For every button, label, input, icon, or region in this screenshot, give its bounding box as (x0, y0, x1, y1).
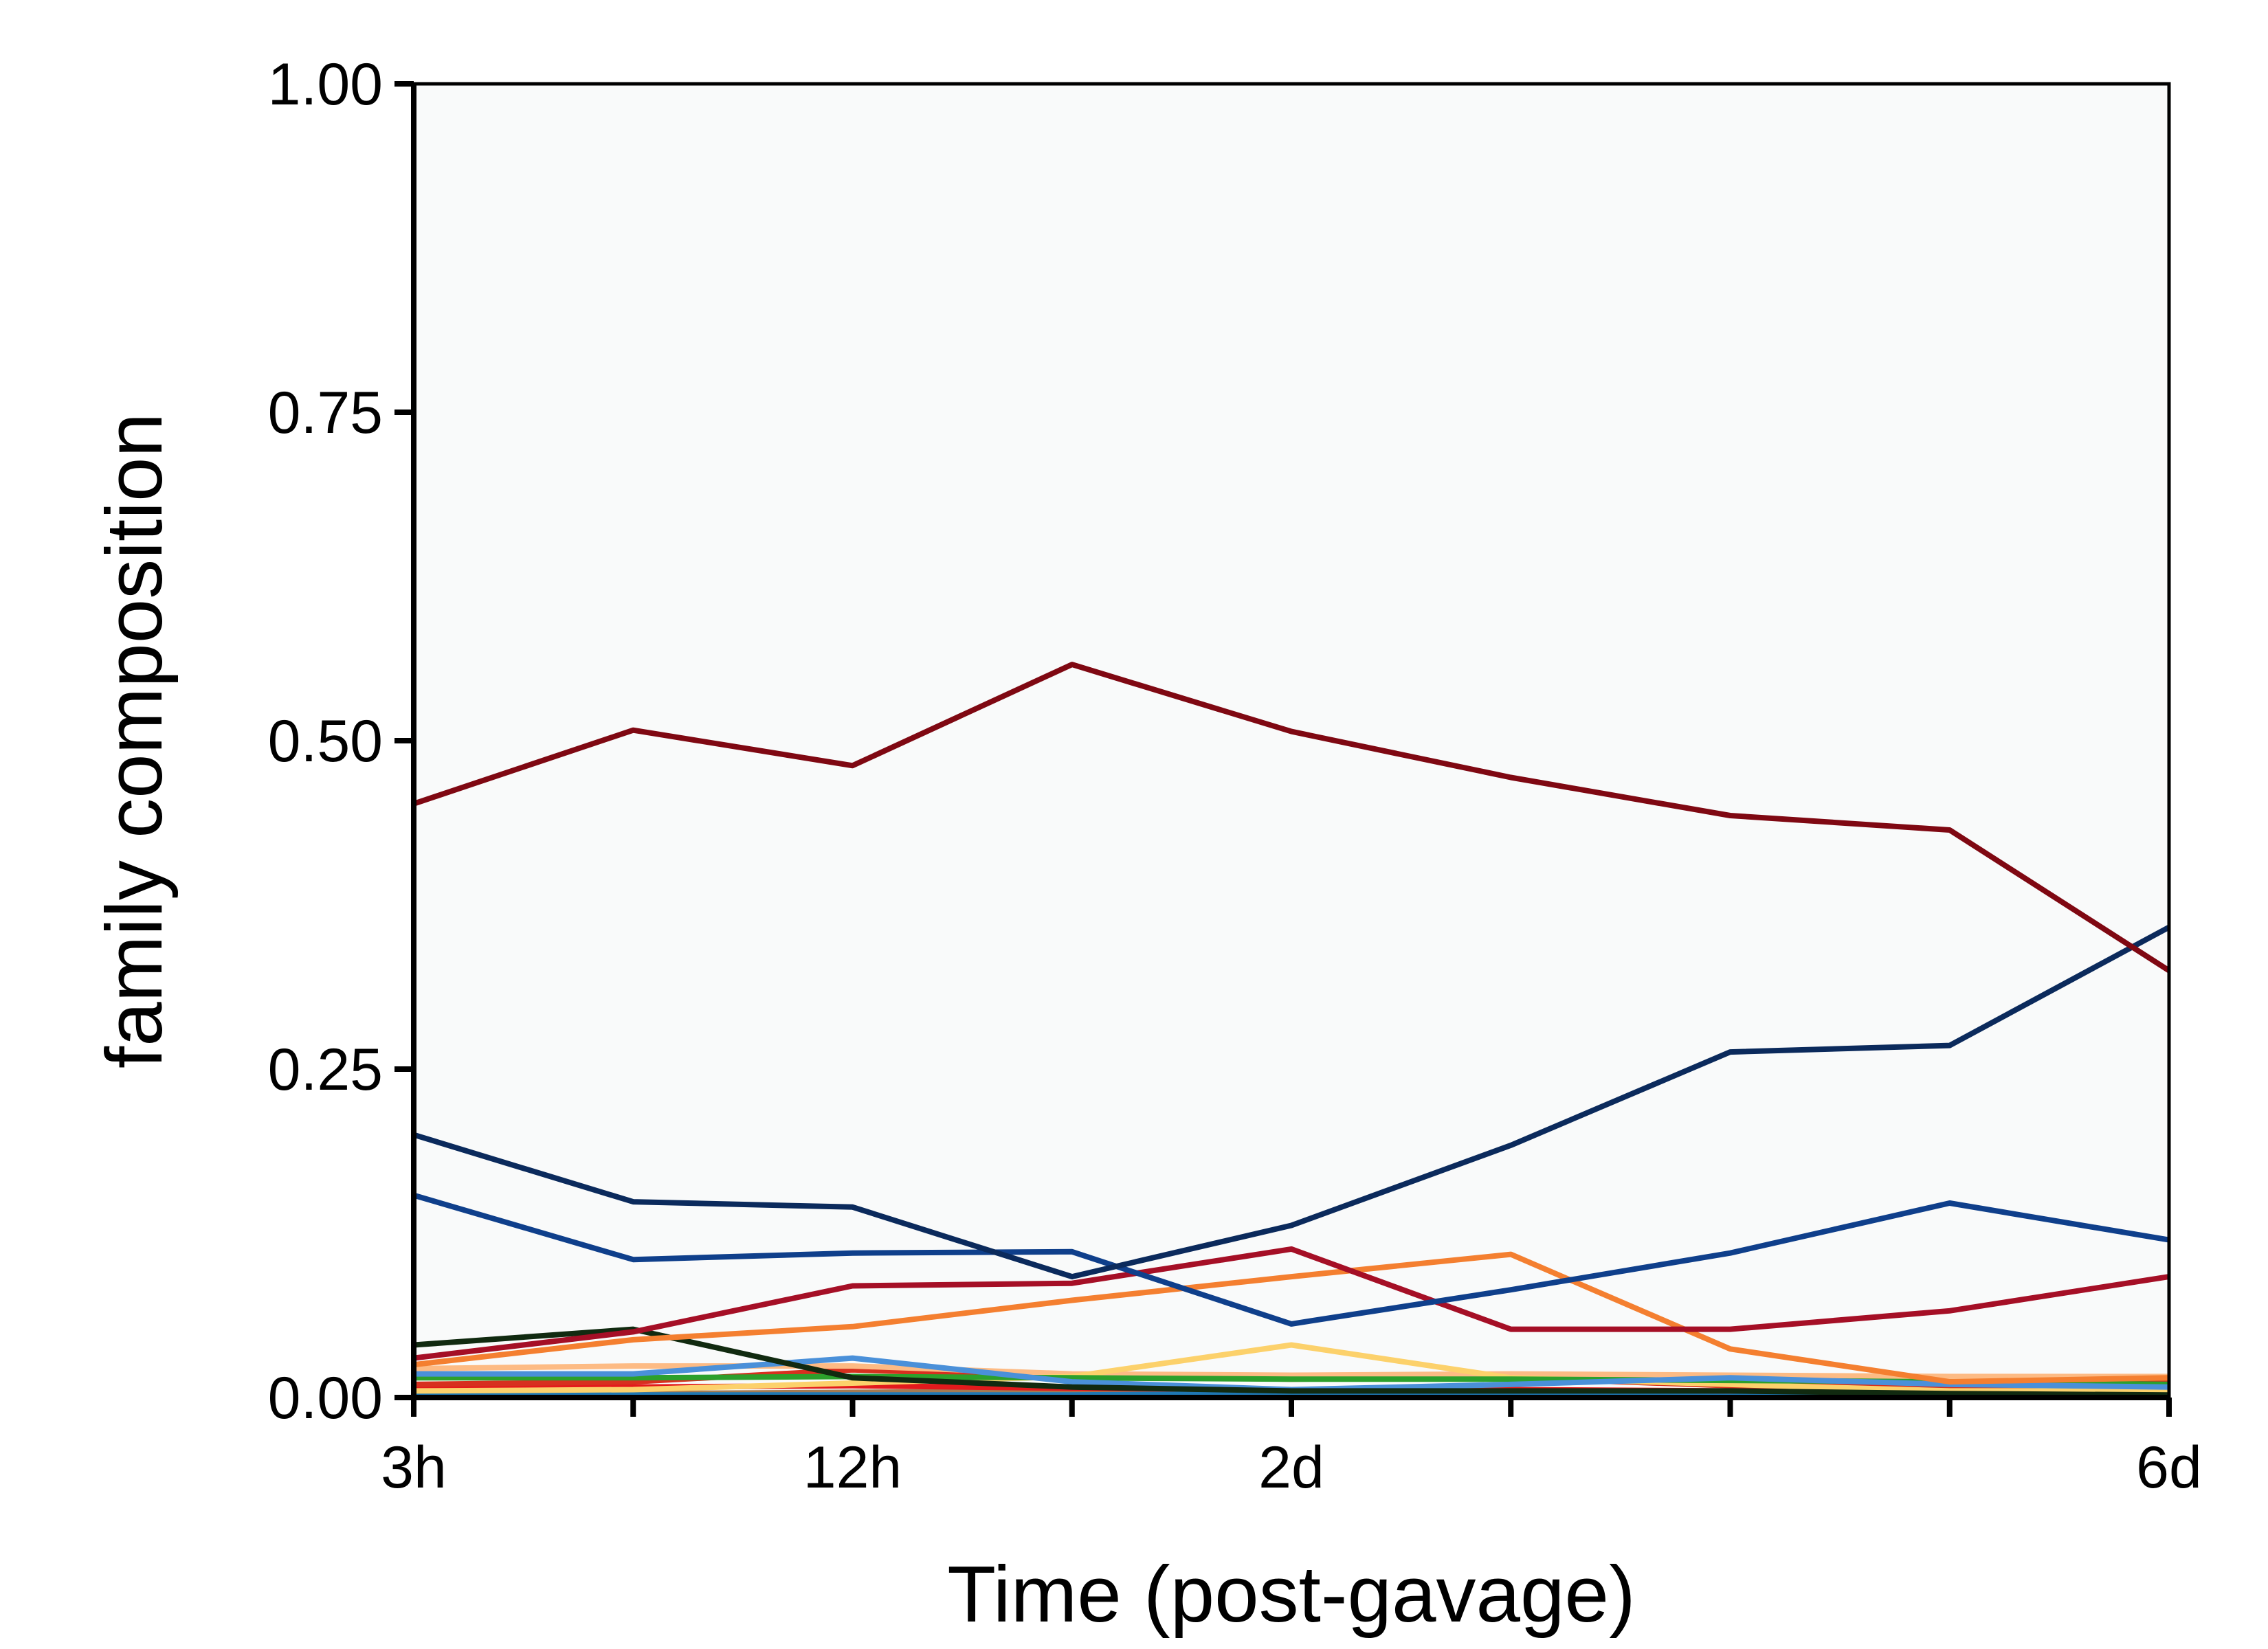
x-tick-label: 6d (2136, 1435, 2202, 1501)
series-line-2 (412, 924, 2170, 1280)
x-tick-label: 2d (1258, 1435, 1324, 1501)
series-line-3 (412, 1192, 2170, 1327)
y-tick-label: 0.75 (268, 380, 383, 446)
y-axis-ticks: 0.00 0.25 0.50 0.75 1.00 (268, 52, 414, 1431)
series-line-5 (413, 1251, 2170, 1385)
y-tick-label: 0.25 (268, 1037, 383, 1103)
x-tick-label: 3h (381, 1435, 447, 1501)
y-tick-label: 0.50 (268, 708, 383, 774)
x-tick-label: 12h (803, 1435, 902, 1501)
series-line-1 (412, 662, 2171, 973)
y-tick-label: 0.00 (268, 1365, 383, 1431)
series-line-4 (413, 1246, 2170, 1361)
series-line-9 (413, 1342, 2169, 1394)
x-axis-ticks: 3h 12h 2d 6d (381, 1398, 2202, 1501)
y-tick-label: 1.00 (268, 52, 383, 117)
x-axis-title: Time (post-gavage) (947, 1549, 1635, 1639)
series-line-6 (413, 1326, 2170, 1398)
y-axis-title: family composition (89, 413, 179, 1068)
